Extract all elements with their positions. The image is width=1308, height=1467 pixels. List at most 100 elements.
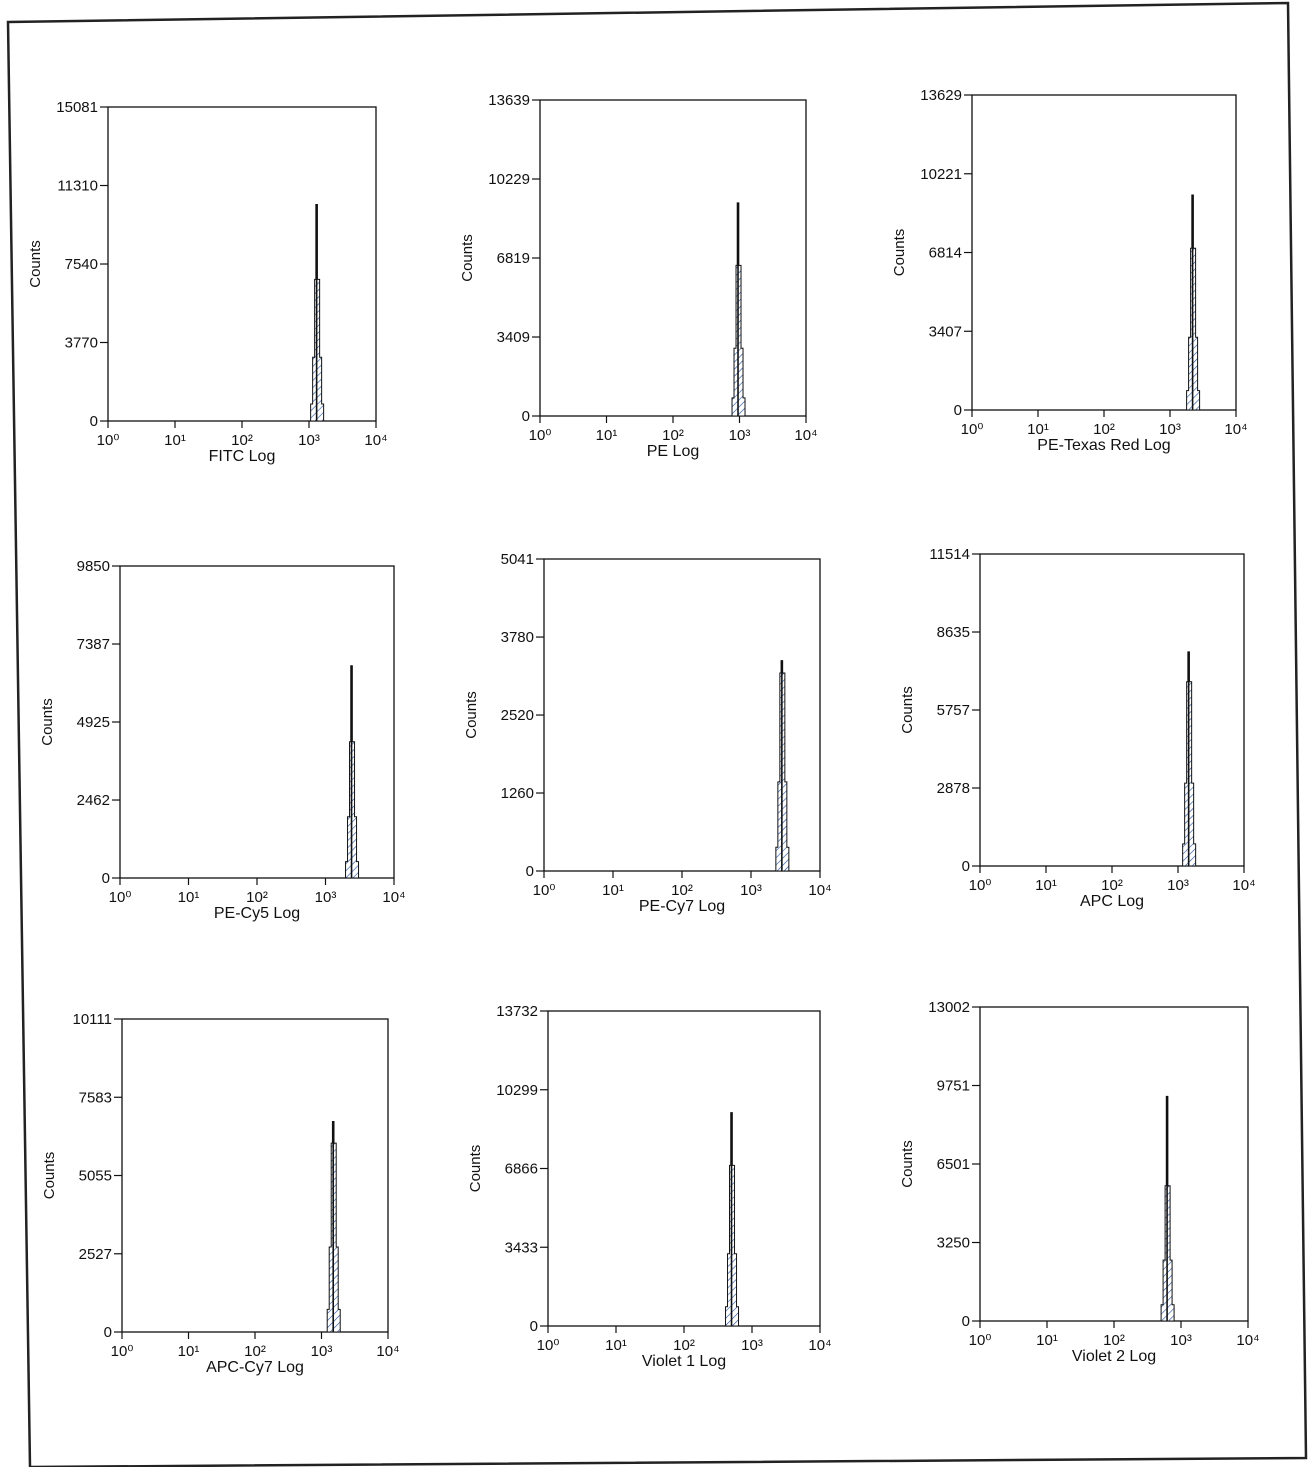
- x-tick-label: 10³: [740, 882, 762, 899]
- x-tick-label: 10²: [1101, 877, 1123, 894]
- y-axis-label: Counts: [899, 1140, 916, 1188]
- x-tick-label: 10⁰: [529, 427, 552, 444]
- x-axis-label: PE-Texas Red Log: [1037, 437, 1170, 454]
- x-tick-label: 10²: [231, 432, 253, 449]
- y-tick-label: 13002: [928, 999, 970, 1016]
- y-tick-label: 10111: [73, 1011, 113, 1028]
- x-tick-label: 10⁰: [97, 432, 120, 449]
- x-tick-label: 10⁴: [808, 1337, 831, 1354]
- y-tick-label: 0: [90, 413, 98, 430]
- y-tick-label: 15081: [56, 99, 98, 116]
- histogram-peak: [345, 665, 360, 879]
- plot-frame: [539, 99, 807, 417]
- y-tick-label: 13732: [496, 1003, 538, 1020]
- y-tick-label: 6501: [937, 1156, 970, 1173]
- y-tick-label: 9850: [77, 558, 110, 575]
- y-tick-label: 3407: [929, 323, 962, 340]
- x-tick-label: 10⁴: [1236, 1332, 1259, 1349]
- x-axis-label: PE Log: [647, 443, 699, 460]
- y-axis-label: Counts: [459, 234, 476, 282]
- x-tick-label: 10³: [315, 889, 337, 906]
- y-tick-label: 8635: [937, 624, 970, 641]
- y-tick-label: 7540: [65, 256, 98, 273]
- x-tick-label: 10¹: [164, 432, 186, 449]
- histogram-peak: [1182, 651, 1197, 867]
- y-tick-label: 2527: [79, 1246, 112, 1263]
- y-tick-label: 7387: [77, 636, 110, 653]
- x-axis-label: PE-Cy5 Log: [214, 905, 300, 922]
- histogram-peak: [326, 1120, 341, 1333]
- y-tick-label: 0: [102, 870, 110, 887]
- x-tick-label: 10⁴: [1224, 421, 1247, 438]
- plot-frame: [543, 558, 821, 872]
- x-tick-label: 10¹: [178, 889, 200, 906]
- x-tick-label: 10⁴: [364, 432, 387, 449]
- histogram-panel-4: 0 2462 4925 7387 9850 10⁰ 10¹ 10² 10³ 10⁴ PE-Cy5 L…: [39, 558, 406, 922]
- x-axis-label: Violet 2 Log: [1072, 1348, 1156, 1365]
- x-tick-label: 10⁰: [961, 421, 984, 438]
- x-tick-label: 10¹: [605, 1337, 627, 1354]
- y-tick-label: 3433: [505, 1239, 538, 1256]
- x-tick-label: 10³: [1170, 1332, 1192, 1349]
- y-tick-label: 9751: [937, 1078, 970, 1095]
- x-tick-label: 10¹: [596, 427, 618, 444]
- x-axis-label: FITC Log: [209, 448, 276, 465]
- y-axis-label: Counts: [27, 240, 44, 288]
- x-tick-label: 10¹: [1036, 1332, 1058, 1349]
- histogram-peak: [731, 202, 746, 417]
- histogram-peak: [1186, 194, 1201, 411]
- y-tick-label: 10299: [496, 1082, 538, 1099]
- histogram-panel-7: 0 2527 5055 7583 10111 10⁰ 10¹ 10² 10³ 10⁴ APC-Cy7…: [41, 1011, 400, 1376]
- y-tick-label: 11514: [929, 546, 970, 563]
- x-axis-label: PE-Cy7 Log: [639, 898, 725, 915]
- y-tick-label: 11310: [57, 178, 98, 195]
- plot-frame: [107, 106, 377, 422]
- x-tick-label: 10²: [1093, 421, 1115, 438]
- y-tick-label: 0: [962, 1313, 970, 1330]
- histogram-panel-3: 0 3407 6814 10221 13629 10⁰ 10¹ 10² 10³ 10⁴ PE-Tex…: [891, 87, 1248, 454]
- y-tick-label: 3770: [65, 335, 98, 352]
- histogram-panel-1: 0 3770 7540 11310 15081 10⁰ 10¹ 10² 10³ 10⁴ FITC L…: [27, 99, 388, 465]
- histogram-peak: [725, 1112, 740, 1327]
- x-tick-label: 10⁴: [382, 889, 405, 906]
- histogram-panel-5: 0 1260 2520 3780 5041 10⁰ 10¹ 10² 10³ 10⁴ PE-Cy7 L…: [463, 551, 832, 915]
- x-tick-label: 10⁴: [808, 882, 831, 899]
- x-tick-label: 10⁴: [376, 1343, 399, 1360]
- y-axis-label: Counts: [891, 229, 908, 277]
- y-tick-label: 13629: [920, 87, 962, 104]
- histogram-panels: 0 3770 7540 11310 15081 10⁰ 10¹ 10² 10³ 10⁴ FITC L…: [27, 87, 1260, 1376]
- x-tick-label: 10⁰: [969, 877, 992, 894]
- x-tick-label: 10³: [298, 432, 320, 449]
- y-tick-label: 6819: [497, 250, 530, 267]
- x-tick-label: 10²: [246, 889, 268, 906]
- plot-frame: [979, 1006, 1249, 1322]
- page-border: [6, 1, 1308, 1467]
- histogram-panel-2: 0 3409 6819 10229 13639 10⁰ 10¹ 10² 10³ 10⁴ PE Log…: [459, 92, 818, 460]
- x-tick-label: 10¹: [1035, 877, 1057, 894]
- y-tick-label: 3409: [497, 329, 530, 346]
- y-tick-label: 0: [530, 1318, 538, 1335]
- plot-frame: [979, 553, 1245, 867]
- y-tick-label: 7583: [79, 1089, 112, 1106]
- x-tick-label: 10⁰: [969, 1332, 992, 1349]
- y-tick-label: 2520: [501, 707, 534, 724]
- y-tick-label: 0: [522, 408, 530, 425]
- plot-frame: [121, 1018, 389, 1333]
- x-tick-label: 10¹: [1027, 421, 1049, 438]
- x-tick-label: 10⁴: [1232, 877, 1255, 894]
- y-tick-label: 4925: [77, 714, 110, 731]
- y-tick-label: 2462: [77, 792, 110, 809]
- histogram-panel-6: 0 2878 5757 8635 11514 10⁰ 10¹ 10² 10³ 10⁴ APC Log…: [899, 546, 1256, 910]
- x-tick-label: 10¹: [178, 1343, 200, 1360]
- x-tick-label: 10⁴: [794, 427, 817, 444]
- x-tick-label: 10²: [662, 427, 684, 444]
- y-tick-label: 0: [104, 1324, 112, 1341]
- x-tick-label: 10²: [244, 1343, 266, 1360]
- y-tick-label: 2878: [937, 780, 970, 797]
- histogram-panel-9: 0 3250 6501 9751 13002 10⁰ 10¹ 10² 10³ 10⁴ Violet …: [899, 999, 1260, 1365]
- x-tick-label: 10¹: [602, 882, 624, 899]
- y-tick-label: 13639: [488, 92, 530, 109]
- y-tick-label: 1260: [501, 785, 534, 802]
- x-tick-label: 10⁰: [111, 1343, 134, 1360]
